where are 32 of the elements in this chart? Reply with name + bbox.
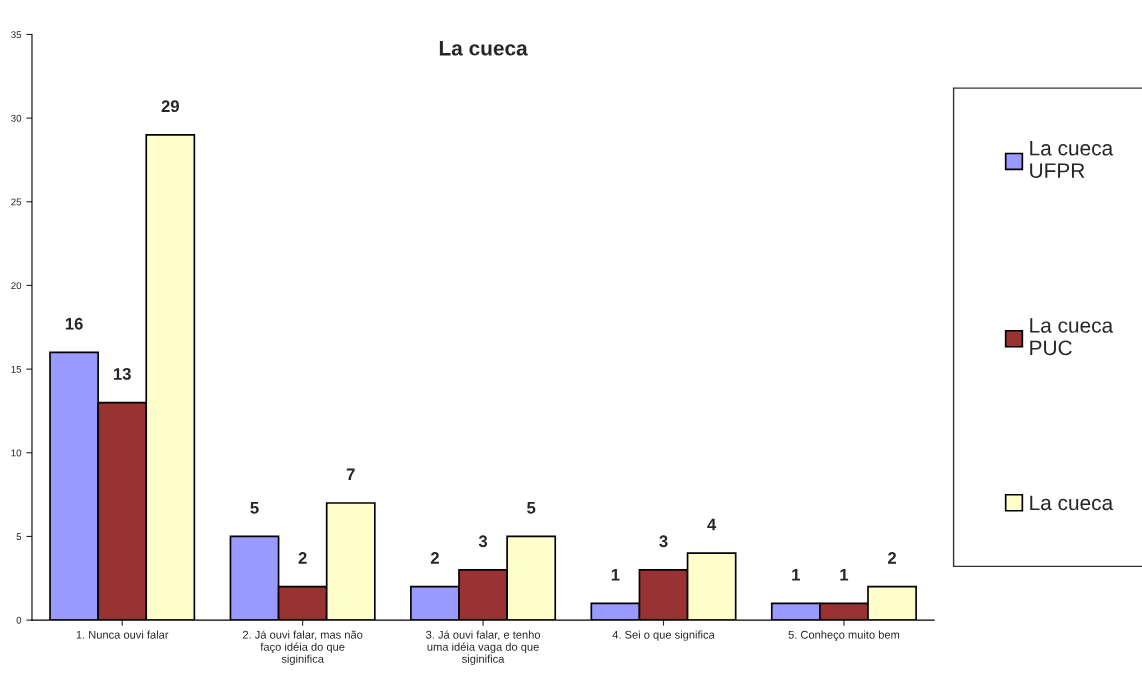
data-label: 1 [840,569,849,581]
x-tick-label: 3. Já ouvi falar, e tenho uma idéia vaga do que siginifica [426,630,541,665]
data-label: 4 [707,518,717,531]
y-tick-label: 35 [11,31,22,39]
y-tick-label: 15 [11,365,22,373]
chart-title: La cueca [439,41,528,56]
data-label: 7 [346,468,355,481]
data-label: 5 [250,502,259,514]
data-label: 16 [65,317,83,330]
x-tick-label: 5. Conheço muito bem [788,630,900,641]
data-label: 2 [430,552,439,564]
y-tick-label: 20 [11,282,22,290]
data-label: 1 [611,569,620,581]
data-label: 13 [113,368,131,380]
legend-label: La cueca UFPR [1030,141,1114,178]
y-tick-label: 0 [16,616,22,624]
legend-label: La cueca [1030,495,1114,511]
data-label: 3 [478,535,488,548]
data-label: 5 [527,502,536,514]
legend-label: La cueca PUC [1030,318,1114,356]
data-label: 1 [792,569,800,581]
x-tick-label: 2. Já ouvi falar, mas não faço idéia do que siginifica [242,630,363,666]
y-tick-label: 25 [11,198,22,206]
data-label: 2 [298,552,307,564]
x-tick-label: 1. Nunca ouvi falar [76,630,169,639]
x-tick-label: 4. Sei o que significa [612,630,715,641]
data-label: 3 [659,535,668,548]
y-tick-label: 30 [11,114,22,122]
data-label: 29 [161,100,179,113]
y-tick-label: 5 [16,533,22,541]
y-tick-label: 10 [11,449,22,457]
data-label: 2 [888,552,897,564]
